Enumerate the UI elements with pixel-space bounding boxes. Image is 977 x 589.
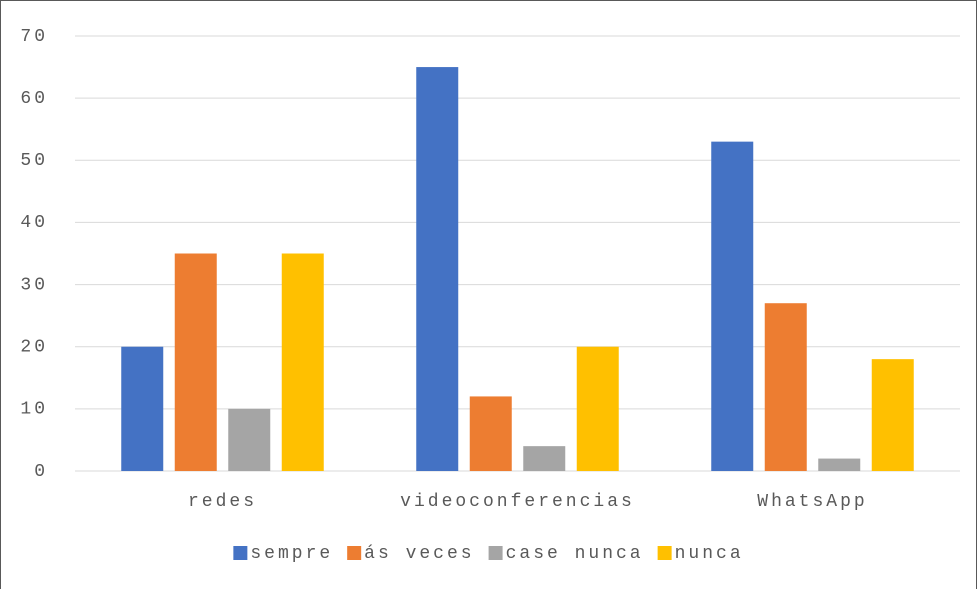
y-tick-label: 60 bbox=[20, 89, 48, 109]
y-tick-label: 50 bbox=[20, 151, 48, 171]
y-tick-label: 10 bbox=[20, 400, 48, 420]
y-tick-label: 0 bbox=[34, 462, 48, 482]
legend-swatch bbox=[488, 546, 503, 560]
bar bbox=[281, 253, 324, 471]
bar bbox=[818, 458, 861, 471]
y-tick-label: 70 bbox=[20, 27, 48, 47]
bar bbox=[416, 67, 459, 472]
bar bbox=[871, 359, 914, 471]
y-tick-label: 20 bbox=[20, 337, 48, 357]
bar bbox=[469, 396, 512, 471]
legend-label: sempre bbox=[250, 544, 333, 564]
bar bbox=[711, 141, 754, 471]
legend-label: case nunca bbox=[506, 544, 644, 564]
legend-swatch bbox=[657, 546, 672, 560]
x-tick-label: redes bbox=[188, 492, 257, 512]
y-tick-label: 30 bbox=[20, 275, 48, 295]
bar bbox=[228, 408, 271, 471]
x-tick-label: WhatsApp bbox=[757, 492, 867, 512]
bar bbox=[523, 446, 566, 471]
bar bbox=[174, 253, 217, 471]
bar bbox=[576, 346, 619, 471]
legend-label: ás veces bbox=[364, 544, 474, 564]
x-tick-label: videoconferencias bbox=[400, 492, 635, 512]
y-tick-label: 40 bbox=[20, 213, 48, 233]
bar bbox=[764, 303, 807, 471]
legend-swatch bbox=[347, 546, 362, 560]
legend-swatch bbox=[233, 546, 248, 560]
legend-label: nunca bbox=[675, 544, 744, 564]
bar bbox=[121, 346, 164, 471]
